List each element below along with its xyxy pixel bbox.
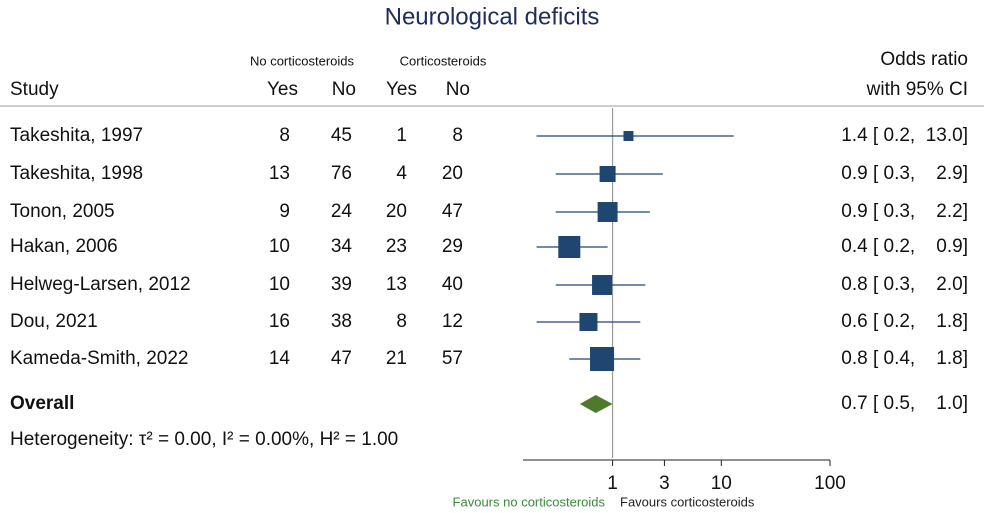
ci-text: 0.9 [ 0.3, 2.2] <box>841 201 968 222</box>
count: 76 <box>331 163 352 184</box>
count: 45 <box>331 125 352 146</box>
count: 12 <box>442 311 463 332</box>
effect-marker <box>592 275 613 295</box>
count: 1 <box>396 125 407 146</box>
count: 38 <box>331 311 352 332</box>
effect-marker <box>623 131 634 141</box>
count: 4 <box>396 163 407 184</box>
count: 57 <box>442 348 463 369</box>
study-name: Takeshita, 1997 <box>10 125 143 146</box>
effect-marker <box>590 347 615 371</box>
count: 10 <box>269 274 290 295</box>
x-tick-label: 100 <box>814 473 846 494</box>
count: 47 <box>331 348 352 369</box>
count: 10 <box>269 236 290 257</box>
overall-label: Overall <box>10 393 74 414</box>
heterogeneity: Heterogeneity: τ² = 0.00, I² = 0.00%, H²… <box>10 429 398 450</box>
chart-title: Neurological deficits <box>385 3 600 30</box>
effect-marker <box>579 312 598 332</box>
count: 23 <box>386 236 407 257</box>
count: 13 <box>386 274 407 295</box>
count: 20 <box>386 201 407 222</box>
count: 39 <box>331 274 352 295</box>
favours-label: Favours corticosteroids <box>620 494 755 509</box>
count: 9 <box>279 201 290 222</box>
column-header: Yes <box>386 79 417 100</box>
effect-header: Odds ratio <box>880 49 968 70</box>
count: 34 <box>331 236 353 257</box>
count: 16 <box>269 311 290 332</box>
column-header: Yes <box>267 79 298 100</box>
x-tick-label: 1 <box>607 473 618 494</box>
ci-text: 0.8 [ 0.3, 2.0] <box>841 274 968 295</box>
count: 8 <box>452 125 463 146</box>
count: 8 <box>396 311 407 332</box>
study-name: Hakan, 2006 <box>10 236 118 257</box>
favours-label: Favours no corticosteroids <box>453 494 606 509</box>
ci-text: 0.6 [ 0.2, 1.8] <box>841 311 968 332</box>
count: 40 <box>442 274 463 295</box>
group-label: Corticosteroids <box>400 53 487 68</box>
count: 20 <box>442 163 463 184</box>
column-header: No <box>446 79 470 100</box>
effect-marker <box>597 202 618 222</box>
count: 29 <box>442 236 463 257</box>
ci-text: 0.9 [ 0.3, 2.9] <box>841 163 968 184</box>
effect-marker <box>599 165 616 183</box>
effect-marker <box>558 235 581 259</box>
column-header: Study <box>10 79 59 100</box>
x-tick-label: 3 <box>659 473 670 494</box>
ci-text: 0.4 [ 0.2, 0.9] <box>841 236 968 257</box>
study-name: Kameda-Smith, 2022 <box>10 348 189 369</box>
count: 21 <box>386 348 407 369</box>
count: 8 <box>279 125 290 146</box>
count: 47 <box>442 201 463 222</box>
ci-text: 1.4 [ 0.2, 13.0] <box>841 125 968 146</box>
count: 14 <box>269 348 291 369</box>
overall-diamond <box>579 395 613 413</box>
ci-text: 0.7 [ 0.5, 1.0] <box>841 393 968 414</box>
study-name: Helweg-Larsen, 2012 <box>10 274 191 295</box>
study-name: Tonon, 2005 <box>10 201 115 222</box>
column-header: No <box>332 79 356 100</box>
study-name: Dou, 2021 <box>10 311 98 332</box>
group-label: No corticosteroids <box>250 53 355 68</box>
effect-header: with 95% CI <box>866 79 968 100</box>
ci-text: 0.8 [ 0.4, 1.8] <box>841 348 968 369</box>
study-name: Takeshita, 1998 <box>10 163 143 184</box>
x-tick-label: 10 <box>711 473 732 494</box>
count: 13 <box>269 163 290 184</box>
count: 24 <box>331 201 353 222</box>
